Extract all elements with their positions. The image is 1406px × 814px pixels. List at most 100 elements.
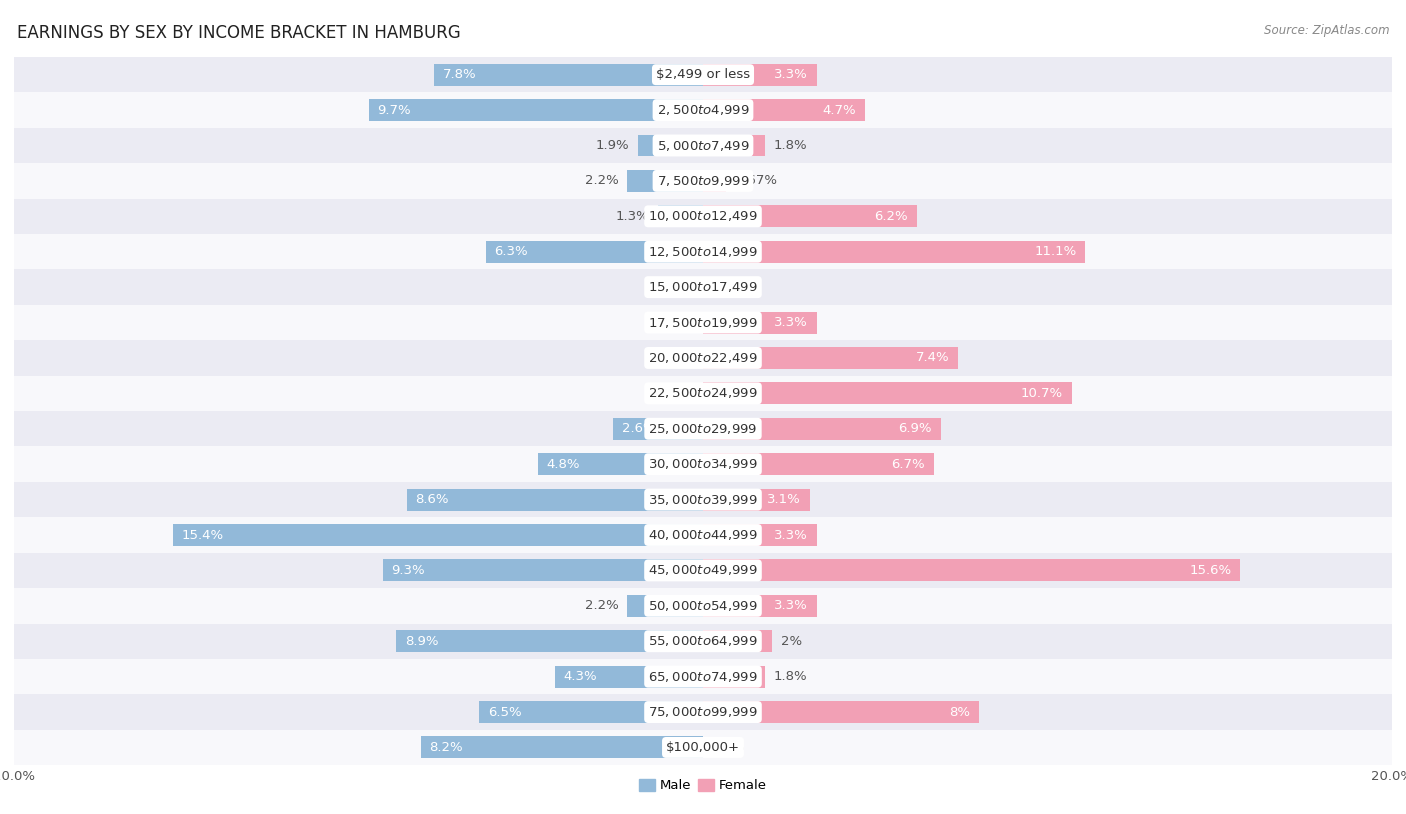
Text: 8%: 8%	[949, 706, 970, 719]
Text: 8.9%: 8.9%	[405, 635, 439, 648]
Bar	[703, 453, 934, 475]
Legend: Male, Female: Male, Female	[634, 773, 772, 798]
Text: 15.6%: 15.6%	[1189, 564, 1232, 577]
Bar	[703, 134, 765, 156]
Text: 1.3%: 1.3%	[616, 210, 650, 223]
Text: 8.2%: 8.2%	[429, 741, 463, 754]
Text: $10,000 to $12,499: $10,000 to $12,499	[648, 209, 758, 223]
Text: 0.0%: 0.0%	[711, 741, 745, 754]
Bar	[14, 659, 1392, 694]
Bar	[486, 241, 703, 263]
Bar	[703, 205, 917, 227]
Bar	[14, 446, 1392, 482]
Text: 0.0%: 0.0%	[661, 316, 695, 329]
Bar	[14, 199, 1392, 234]
Bar	[703, 383, 1071, 405]
Bar	[396, 630, 703, 652]
Bar	[703, 241, 1085, 263]
Bar	[420, 737, 703, 759]
Text: $75,000 to $99,999: $75,000 to $99,999	[648, 705, 758, 719]
Bar	[537, 453, 703, 475]
Text: $100,000+: $100,000+	[666, 741, 740, 754]
Text: 0.0%: 0.0%	[661, 352, 695, 365]
Text: 3.3%: 3.3%	[775, 316, 808, 329]
Text: 6.7%: 6.7%	[891, 457, 925, 470]
Text: EARNINGS BY SEX BY INCOME BRACKET IN HAMBURG: EARNINGS BY SEX BY INCOME BRACKET IN HAM…	[17, 24, 461, 42]
Bar	[14, 234, 1392, 269]
Text: 6.9%: 6.9%	[898, 422, 932, 435]
Bar	[14, 92, 1392, 128]
Text: 8.6%: 8.6%	[415, 493, 449, 506]
Bar	[703, 559, 1240, 581]
Bar	[627, 170, 703, 192]
Bar	[14, 128, 1392, 163]
Text: $7,500 to $9,999: $7,500 to $9,999	[657, 174, 749, 188]
Bar	[703, 63, 817, 85]
Text: Source: ZipAtlas.com: Source: ZipAtlas.com	[1264, 24, 1389, 37]
Bar	[555, 666, 703, 688]
Text: $5,000 to $7,499: $5,000 to $7,499	[657, 138, 749, 152]
Bar	[703, 312, 817, 334]
Text: 1.8%: 1.8%	[773, 139, 807, 152]
Bar	[613, 418, 703, 440]
Bar	[703, 99, 865, 121]
Text: 2.2%: 2.2%	[585, 174, 619, 187]
Text: 6.5%: 6.5%	[488, 706, 522, 719]
Bar	[368, 99, 703, 121]
Bar	[703, 524, 817, 546]
Text: 4.8%: 4.8%	[547, 457, 579, 470]
Bar	[627, 595, 703, 617]
Text: $15,000 to $17,499: $15,000 to $17,499	[648, 280, 758, 294]
Bar	[637, 134, 703, 156]
Text: 15.4%: 15.4%	[181, 528, 224, 541]
Text: 9.3%: 9.3%	[391, 564, 425, 577]
Bar	[703, 595, 817, 617]
Bar	[703, 701, 979, 723]
Text: $25,000 to $29,999: $25,000 to $29,999	[648, 422, 758, 435]
Bar	[14, 588, 1392, 624]
Text: $35,000 to $39,999: $35,000 to $39,999	[648, 492, 758, 506]
Text: $55,000 to $64,999: $55,000 to $64,999	[648, 634, 758, 648]
Text: 1.9%: 1.9%	[595, 139, 628, 152]
Bar	[703, 418, 941, 440]
Text: 7.4%: 7.4%	[915, 352, 949, 365]
Text: $22,500 to $24,999: $22,500 to $24,999	[648, 387, 758, 400]
Text: $40,000 to $44,999: $40,000 to $44,999	[648, 528, 758, 542]
Text: $2,499 or less: $2,499 or less	[657, 68, 749, 81]
Bar	[14, 482, 1392, 518]
Bar	[14, 304, 1392, 340]
Text: $50,000 to $54,999: $50,000 to $54,999	[648, 599, 758, 613]
Bar	[14, 624, 1392, 659]
Bar	[382, 559, 703, 581]
Bar	[703, 630, 772, 652]
Bar	[14, 411, 1392, 446]
Text: 10.7%: 10.7%	[1021, 387, 1063, 400]
Text: 7.8%: 7.8%	[443, 68, 477, 81]
Bar	[14, 57, 1392, 92]
Text: 1.8%: 1.8%	[773, 670, 807, 683]
Text: 0.0%: 0.0%	[661, 387, 695, 400]
Text: 2.2%: 2.2%	[585, 599, 619, 612]
Bar	[14, 694, 1392, 730]
Bar	[173, 524, 703, 546]
Text: $20,000 to $22,499: $20,000 to $22,499	[648, 351, 758, 365]
Text: $17,500 to $19,999: $17,500 to $19,999	[648, 316, 758, 330]
Bar	[14, 518, 1392, 553]
Text: 3.3%: 3.3%	[775, 528, 808, 541]
Text: 4.3%: 4.3%	[564, 670, 598, 683]
Text: 11.1%: 11.1%	[1035, 245, 1077, 258]
Text: 0.0%: 0.0%	[661, 281, 695, 294]
Text: 3.3%: 3.3%	[775, 599, 808, 612]
Text: $30,000 to $34,999: $30,000 to $34,999	[648, 457, 758, 471]
Bar	[14, 553, 1392, 588]
Text: 6.3%: 6.3%	[495, 245, 529, 258]
Text: 3.1%: 3.1%	[768, 493, 801, 506]
Bar	[406, 488, 703, 510]
Text: $2,500 to $4,999: $2,500 to $4,999	[657, 103, 749, 117]
Bar	[14, 269, 1392, 304]
Text: 0.67%: 0.67%	[735, 174, 776, 187]
Text: 2%: 2%	[780, 635, 801, 648]
Text: 3.3%: 3.3%	[775, 68, 808, 81]
Text: 2.6%: 2.6%	[621, 422, 655, 435]
Text: 9.7%: 9.7%	[377, 103, 411, 116]
